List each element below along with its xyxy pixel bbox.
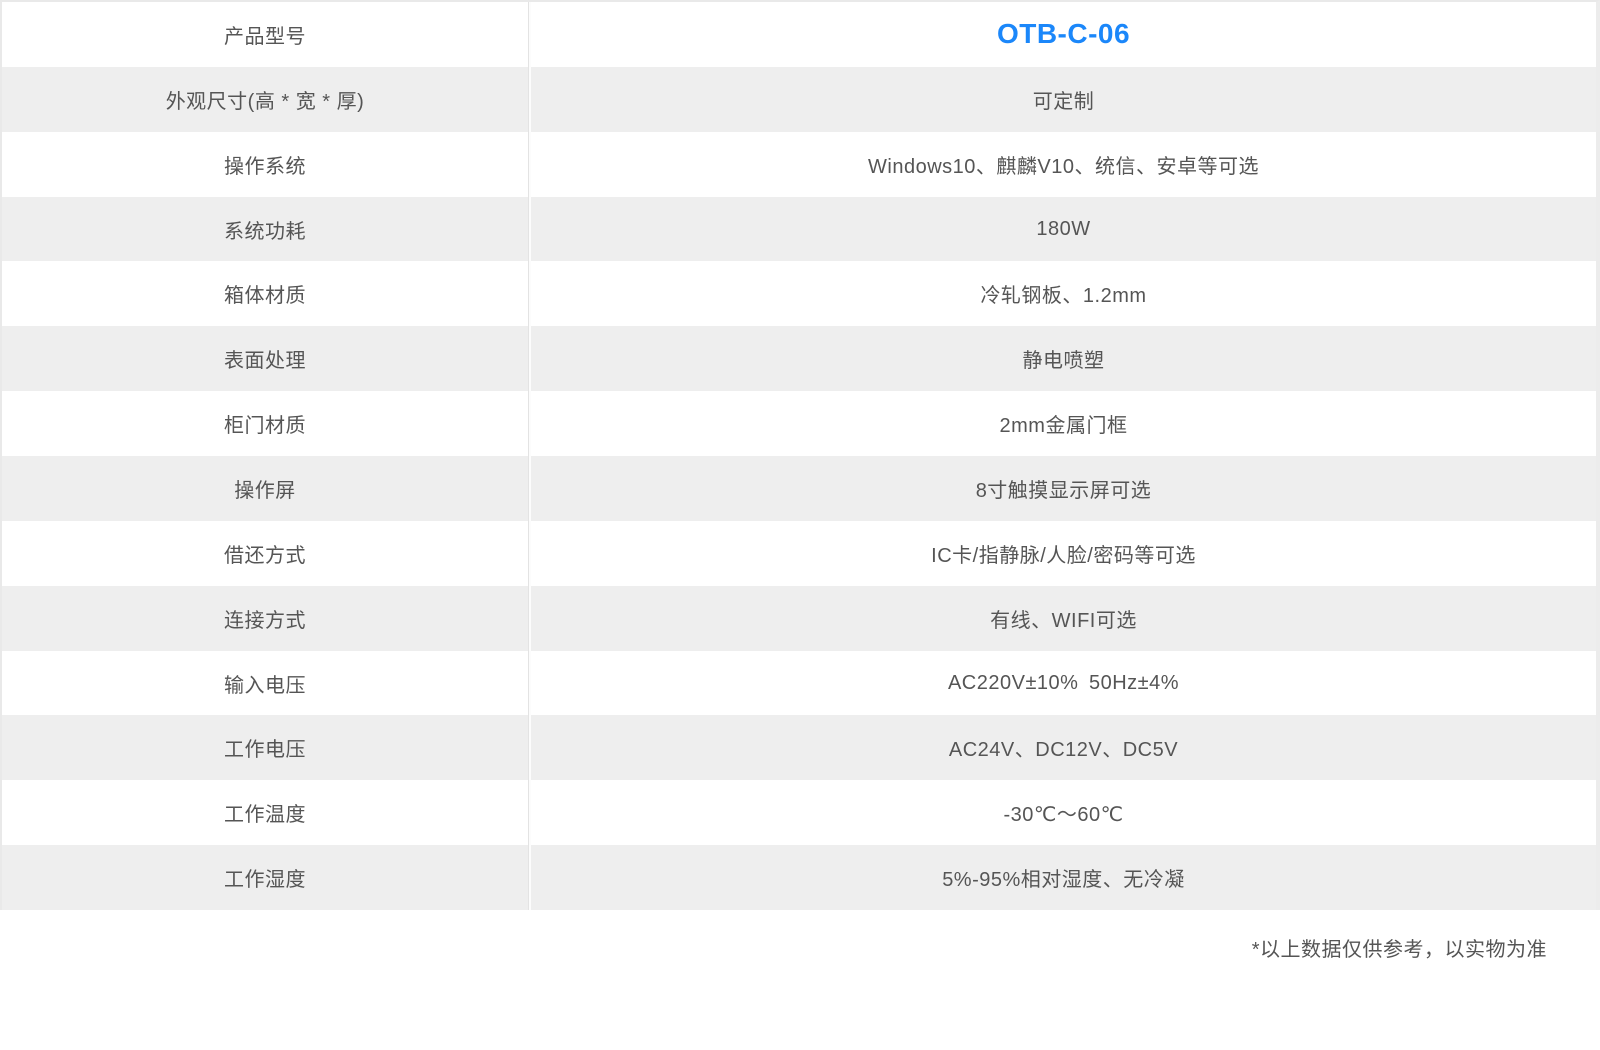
spec-label: 系统功耗	[224, 220, 306, 243]
table-row: 产品型号 OTB-C-06	[2, 2, 1596, 67]
spec-value: Windows10、麒麟V10、统信、安卓等可选	[868, 155, 1259, 178]
table-row: 借还方式 IC卡/指静脉/人脸/密码等可选	[2, 520, 1596, 586]
spec-value: -30℃～60℃	[1003, 804, 1124, 827]
spec-label: 连接方式	[224, 609, 306, 632]
table-row: 表面处理 静电喷塑	[2, 326, 1596, 392]
column-divider	[528, 196, 531, 262]
spec-label: 操作屏	[234, 479, 296, 502]
column-divider	[528, 650, 531, 716]
column-divider	[528, 391, 531, 457]
spec-value: AC220V±10% 50Hz±4%	[947, 671, 1180, 694]
spec-label: 借还方式	[224, 544, 306, 567]
spec-value: 静电喷塑	[1022, 350, 1105, 373]
column-divider	[528, 715, 531, 781]
column-divider	[528, 845, 531, 911]
table-row: 外观尺寸(高 * 宽 * 厚) 可定制	[2, 66, 1596, 132]
column-divider	[528, 2, 531, 67]
spec-label: 工作电压	[224, 739, 306, 762]
spec-value: 2mm金属门框	[999, 415, 1128, 438]
spec-label: 操作系统	[224, 155, 306, 178]
spec-label: 柜门材质	[224, 415, 306, 438]
column-divider	[528, 456, 531, 521]
table-row: 工作温度 -30℃～60℃	[2, 780, 1596, 846]
table-row: 输入电压 AC220V±10% 50Hz±4%	[2, 650, 1596, 716]
spec-value: 8寸触摸显示屏可选	[975, 479, 1152, 502]
table-row: 系统功耗 180W	[2, 196, 1596, 262]
table-row: 操作屏 8寸触摸显示屏可选	[2, 456, 1596, 521]
column-divider	[528, 520, 531, 586]
spec-label: 外观尺寸(高 * 宽 * 厚)	[165, 90, 365, 113]
column-divider	[528, 326, 531, 392]
spec-label: 表面处理	[224, 350, 306, 373]
spec-value: 冷轧钢板、1.2mm	[980, 285, 1147, 308]
table-row: 箱体材质 冷轧钢板、1.2mm	[2, 261, 1596, 327]
column-divider	[528, 780, 531, 846]
spec-value: 有线、WIFI可选	[990, 609, 1137, 632]
spec-table: 产品型号 OTB-C-06 外观尺寸(高 * 宽 * 厚) 可定制 操作系统 W…	[0, 0, 1600, 911]
table-row: 连接方式 有线、WIFI可选	[2, 585, 1596, 651]
spec-label: 产品型号	[224, 25, 306, 48]
table-row: 工作电压 AC24V、DC12V、DC5V	[2, 715, 1596, 781]
spec-value: AC24V、DC12V、DC5V	[948, 739, 1179, 762]
column-divider	[528, 261, 531, 327]
spec-label: 输入电压	[224, 674, 306, 697]
spec-label: 工作温度	[224, 804, 306, 827]
spec-label: 工作湿度	[224, 869, 306, 892]
spec-value: 180W	[1036, 217, 1091, 240]
table-row: 柜门材质 2mm金属门框	[2, 391, 1596, 457]
column-divider	[528, 585, 531, 651]
table-row: 工作湿度 5%-95%相对湿度、无冷凝	[2, 845, 1596, 911]
spec-value: 5%-95%相对湿度、无冷凝	[942, 869, 1185, 892]
footnote-disclaimer: *以上数据仅供参考，以实物为准	[1251, 939, 1547, 961]
column-divider	[528, 131, 531, 197]
column-divider	[528, 66, 531, 132]
spec-value: IC卡/指静脉/人脸/密码等可选	[931, 544, 1196, 567]
spec-value: OTB-C-06	[996, 18, 1131, 50]
table-row: 操作系统 Windows10、麒麟V10、统信、安卓等可选	[2, 131, 1596, 197]
spec-label: 箱体材质	[224, 285, 306, 308]
spec-value: 可定制	[1032, 90, 1095, 113]
